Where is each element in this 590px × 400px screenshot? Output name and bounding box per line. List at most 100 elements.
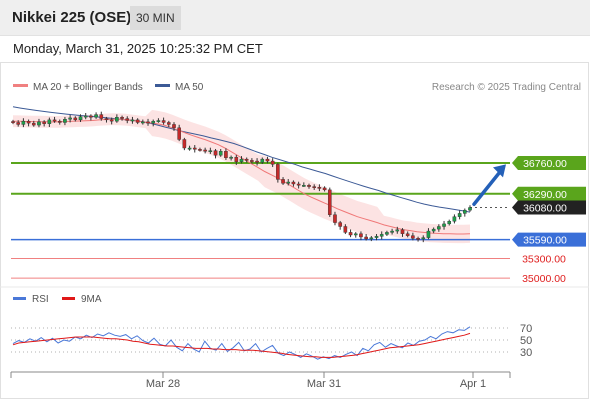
candle-body [468, 207, 472, 211]
candle-body [161, 120, 166, 123]
candle [405, 231, 410, 238]
candle-body [177, 127, 181, 140]
bollinger-band-area [13, 109, 470, 244]
time-axis-label: Apr 1 [460, 378, 486, 390]
candle [125, 116, 130, 124]
candle [26, 119, 31, 127]
candle-body [37, 121, 41, 126]
candle-body [151, 120, 156, 124]
candle-body [327, 189, 332, 215]
candle-body [11, 121, 15, 123]
level-tag [512, 200, 586, 215]
arrow-head [493, 164, 506, 178]
candle-body [21, 120, 26, 125]
candle [286, 179, 291, 186]
candle-body [296, 183, 301, 186]
candle-body [385, 232, 389, 235]
candle [452, 214, 457, 224]
research-credit: Research © 2025 Trading Central [432, 82, 581, 93]
candle [42, 120, 46, 127]
candle-body [218, 151, 223, 156]
candle-body [369, 237, 374, 240]
candle [244, 157, 249, 163]
candle [369, 235, 374, 242]
chart-legend: MA 20 + Bollinger Bands MA 50 Research ©… [13, 82, 581, 93]
candle-body [374, 236, 379, 238]
candle [421, 235, 426, 243]
candle [270, 158, 275, 168]
candle [338, 220, 342, 230]
candle [130, 116, 135, 124]
candle [94, 112, 98, 119]
candle [265, 156, 270, 164]
candle [156, 118, 161, 123]
candle-body [208, 150, 213, 153]
trend-arrow [472, 164, 506, 207]
candle-body [68, 117, 72, 120]
candle [239, 156, 244, 164]
candle-body [463, 209, 467, 214]
chart-header: Nikkei 225 (OSE) 30 MIN [0, 0, 590, 36]
candle-body [426, 230, 431, 238]
bollinger-band [13, 109, 470, 244]
candle-body [94, 114, 98, 118]
level-tag [512, 186, 586, 201]
level-value: 36760.00 [523, 158, 567, 170]
candle [166, 120, 171, 128]
candle [260, 157, 265, 165]
candle-body [213, 150, 218, 156]
level-label-resistance: 36290.00 [512, 186, 586, 201]
candle [120, 115, 124, 121]
candle [208, 147, 213, 154]
candle [83, 112, 88, 120]
rsi-tick-label: 50 [520, 335, 532, 347]
level-label-support: 35000.00 [522, 273, 566, 285]
level-tag [512, 232, 586, 247]
price-labels: 36760.00 36290.00 36080.00 35590.00 35300.00… [512, 156, 586, 285]
candle [437, 224, 441, 232]
candle [37, 118, 41, 128]
candle-body [172, 124, 176, 128]
candle-body [224, 151, 228, 159]
candle-body [431, 228, 436, 232]
candle-body [260, 158, 265, 163]
candle [229, 155, 233, 161]
candle-body [447, 221, 452, 225]
candle [47, 117, 52, 127]
candles [11, 111, 472, 243]
candle-body [286, 181, 291, 184]
candle-body [379, 234, 384, 237]
candle-body [343, 226, 348, 233]
rsi-tick-label: 30 [520, 347, 532, 359]
candle-body [348, 232, 353, 236]
level-label-support: 35300.00 [522, 254, 566, 266]
candle-body [63, 119, 67, 123]
candle-body [276, 164, 280, 180]
level-value: 35300.00 [522, 254, 566, 266]
rsi-ma-line [12, 332, 471, 358]
candle [21, 118, 26, 128]
candle [416, 236, 420, 242]
candle [203, 147, 207, 154]
level-label-current: 36080.00 [512, 200, 586, 215]
candle [182, 137, 187, 151]
ma20-legend-swatch [13, 84, 28, 87]
candle [146, 118, 150, 126]
level-tag [512, 156, 586, 171]
arrow-shaft [472, 167, 504, 207]
candle-body [42, 121, 46, 124]
timeframe-button[interactable]: 30 MIN [130, 6, 181, 30]
candle [348, 229, 353, 238]
candle-body [52, 119, 57, 122]
rsi-legend-swatch [13, 297, 26, 300]
candle-body [104, 118, 109, 121]
candle [312, 184, 317, 190]
candle [364, 234, 368, 241]
rsi-line [12, 326, 471, 360]
candle-body [135, 119, 140, 123]
candle [442, 220, 446, 230]
candle [317, 184, 322, 192]
ma50-legend-swatch [155, 84, 170, 87]
candle [296, 181, 301, 189]
